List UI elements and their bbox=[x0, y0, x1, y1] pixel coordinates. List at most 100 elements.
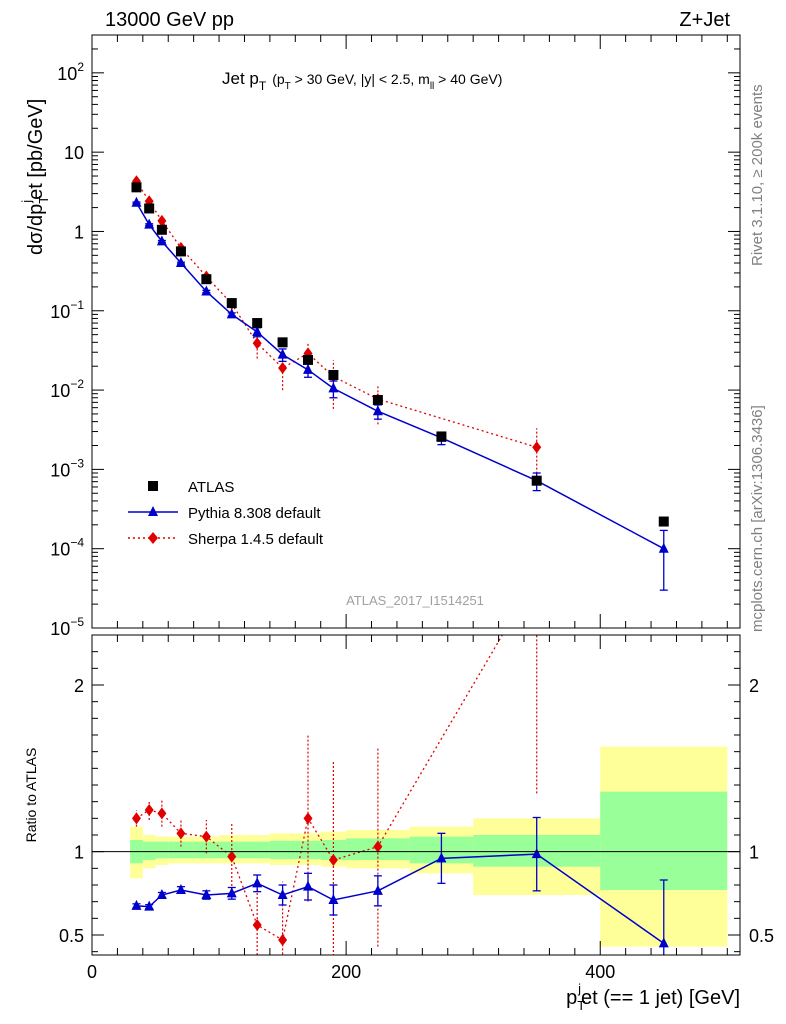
ratio-sherpa-point bbox=[303, 812, 313, 825]
atlas-point bbox=[252, 318, 263, 329]
ratio-pythia-point bbox=[131, 899, 142, 910]
ratio-sherpa-point bbox=[252, 919, 262, 931]
sherpa-point bbox=[157, 214, 167, 227]
ratio-ytick-label-left: 0.5 bbox=[59, 926, 84, 946]
ratio-band-inner bbox=[244, 841, 270, 859]
ratio-frame bbox=[91, 634, 741, 956]
ratio-sherpa-point bbox=[157, 807, 167, 820]
ratio-sherpa-point bbox=[328, 854, 338, 866]
atlas-point bbox=[328, 369, 339, 380]
atlas-point bbox=[436, 431, 447, 442]
ratio-ytick-label-right: 1 bbox=[749, 843, 759, 863]
sherpa-line bbox=[135, 180, 537, 448]
atlas-point bbox=[277, 337, 288, 348]
title-close: > 40 GeV) bbox=[434, 71, 502, 87]
ratio-band-inner bbox=[193, 841, 220, 859]
ratio-sherpa-point bbox=[278, 934, 288, 946]
pythia-point bbox=[201, 285, 212, 296]
pythia-point bbox=[175, 257, 186, 268]
atlas-point bbox=[156, 224, 167, 235]
title-rest: > 30 GeV, |y| < 2.5, m bbox=[291, 71, 430, 87]
pythia-point bbox=[131, 196, 142, 207]
main-ytick-label: 10−4 bbox=[50, 536, 84, 560]
atlas-point bbox=[658, 516, 669, 527]
ratio-pythia-point bbox=[531, 848, 542, 859]
main-ytick-label: 10−3 bbox=[50, 456, 84, 480]
ratio-sherpa-point bbox=[373, 840, 383, 853]
ratio-band-inner bbox=[168, 841, 194, 859]
xlabel-sup: j bbox=[577, 981, 581, 996]
title-open: (p bbox=[272, 71, 285, 87]
ratio-pythia-point bbox=[156, 889, 167, 899]
title-jet-sub: T bbox=[259, 79, 267, 93]
xlabel-b: et (== 1 jet) [GeV] bbox=[581, 987, 740, 1009]
legend-sherpa-marker bbox=[148, 532, 158, 544]
ratio-ylabel: Ratio to ATLAS bbox=[23, 748, 39, 843]
pythia-line bbox=[135, 202, 665, 550]
legend-pythia-label: Pythia 8.308 default bbox=[188, 505, 321, 522]
ratio-band-inner bbox=[295, 840, 321, 860]
main-title: Jet pT (pT > 30 GeV, |y| < 2.5, mll > 40 … bbox=[222, 69, 502, 93]
ratio-band-inner bbox=[142, 841, 156, 860]
main-ytick-label: 102 bbox=[57, 60, 84, 84]
ratio-xtick-label: 0 bbox=[87, 962, 97, 982]
ratio-pythia-point bbox=[226, 887, 237, 898]
ratio-ytick-label-right: 2 bbox=[749, 676, 759, 696]
atlas-point bbox=[372, 394, 383, 405]
atlas-point bbox=[201, 274, 212, 285]
main-panel: 102 10 1 10−1 10−2 10−3 10−4 10−5 Jet pT (pT > 3… bbox=[19, 34, 741, 639]
ratio-sherpa-point bbox=[532, 571, 541, 583]
ratio-xlabel: pTjet (== 1 jet) [GeV] bbox=[566, 981, 740, 1013]
main-ytick-label: 1 bbox=[74, 222, 84, 242]
ratio-pythia-line bbox=[136, 853, 665, 944]
sherpa-point bbox=[252, 337, 262, 350]
pythia-point bbox=[372, 405, 383, 416]
rivet-version-text: Rivet 3.1.10, ≥ 200k events bbox=[749, 84, 766, 266]
pythia-point bbox=[156, 235, 167, 246]
ratio-ytick-label-left: 1 bbox=[74, 843, 84, 863]
ratio-ytick-label-right: 0.5 bbox=[749, 926, 774, 946]
main-ytick-label: 10−2 bbox=[50, 377, 84, 401]
ratio-pythia-point bbox=[252, 877, 263, 888]
ylabel-sub: T bbox=[36, 196, 51, 204]
ratio-pythia-point bbox=[201, 889, 212, 899]
legend-atlas-label: ATLAS bbox=[188, 479, 234, 496]
ratio-band-inner bbox=[600, 791, 728, 890]
main-ytick-label: 10−5 bbox=[50, 615, 84, 639]
legend-sherpa-label: Sherpa 1.4.5 default bbox=[188, 531, 324, 548]
ratio-sherpa-point bbox=[201, 830, 211, 843]
sherpa-point bbox=[532, 441, 542, 454]
ylabel-sup: j bbox=[19, 200, 34, 204]
atlas-point bbox=[144, 203, 155, 214]
ratio-band-inner bbox=[155, 841, 169, 859]
ratio-panel: 0.5 0.5 1 1 2 2 0 200 400 Ratio to ATLAS pTjet … bbox=[23, 571, 774, 1013]
pythia-point bbox=[658, 542, 669, 553]
main-ylabel: dσ/dpTjet [pb/GeV] bbox=[19, 99, 51, 255]
ratio-pythia-point bbox=[144, 900, 155, 911]
xlabel-a: p bbox=[566, 987, 577, 1009]
legend: ATLAS Pythia 8.308 default Sherpa 1.4.5 … bbox=[128, 479, 324, 548]
ratio-pythia-point bbox=[372, 884, 383, 895]
ratio-xtick-label: 200 bbox=[331, 962, 361, 982]
pythia-point bbox=[328, 382, 339, 393]
main-ytick-label: 10 bbox=[64, 143, 84, 163]
analysis-label: ATLAS_2017_I1514251 bbox=[346, 593, 484, 608]
pythia-point bbox=[277, 348, 288, 359]
ylabel-b: et [pb/GeV] bbox=[25, 99, 47, 200]
ratio-pythia-point bbox=[303, 880, 313, 891]
pythia-point bbox=[144, 218, 155, 229]
ratio-sherpa-point bbox=[144, 804, 154, 816]
ratio-sherpa-point bbox=[176, 827, 186, 840]
ratio-pythia-point bbox=[436, 852, 447, 863]
header-right: Z+Jet bbox=[679, 9, 730, 31]
main-ytick-label: 10−1 bbox=[50, 298, 84, 322]
pythia-point bbox=[303, 363, 313, 374]
ratio-pythia-point bbox=[658, 937, 669, 948]
main-frame bbox=[91, 34, 741, 629]
xlabel-sub: T bbox=[577, 998, 585, 1013]
ratio-pythia-point bbox=[277, 889, 288, 899]
title-rest-sub: ll bbox=[430, 81, 434, 92]
atlas-point bbox=[531, 475, 542, 486]
ratio-sherpa-point bbox=[227, 850, 237, 863]
title-open-sub: T bbox=[285, 81, 291, 92]
